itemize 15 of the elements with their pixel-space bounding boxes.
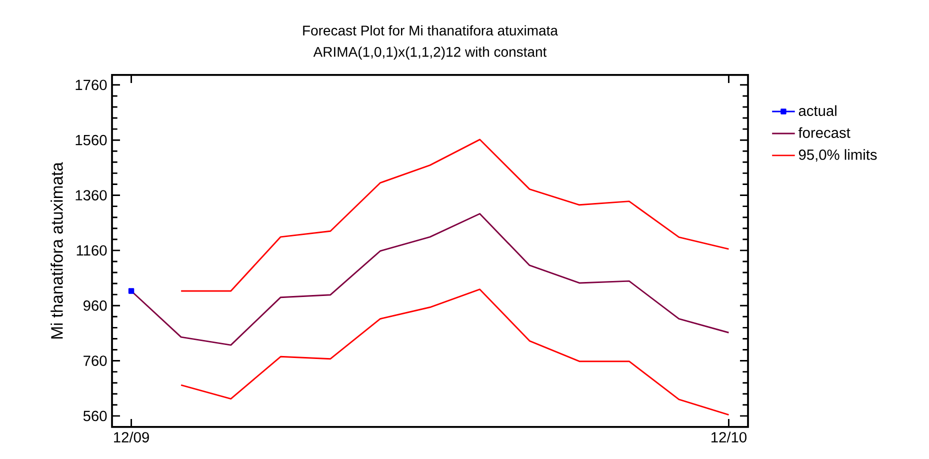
y-tick-label: 560 (83, 410, 107, 422)
y-tick-label: 1160 (76, 245, 107, 256)
y-tick-label: 1560 (76, 134, 107, 146)
x-tick-label: 12/10 (711, 432, 746, 442)
y-tick-label: 960 (84, 300, 107, 311)
y-tick-label: 1760 (76, 80, 107, 90)
legend-label: forecast (798, 127, 850, 138)
x-tick-label: 12/09 (114, 432, 149, 442)
y-tick-label: 760 (84, 356, 107, 366)
chart-subtitle: ARIMA(1,0,1)x(1,1,2)12 with constant (313, 46, 547, 60)
y-axis-title: Mi thanatifora atuximata (50, 162, 63, 339)
legend-label: 95,0% limits (798, 149, 877, 162)
y-tick-label: 1360 (76, 190, 107, 200)
legend-label: actual (798, 105, 836, 116)
chart-title: Forecast Plot for Mi thanatifora atuximata (303, 25, 558, 36)
